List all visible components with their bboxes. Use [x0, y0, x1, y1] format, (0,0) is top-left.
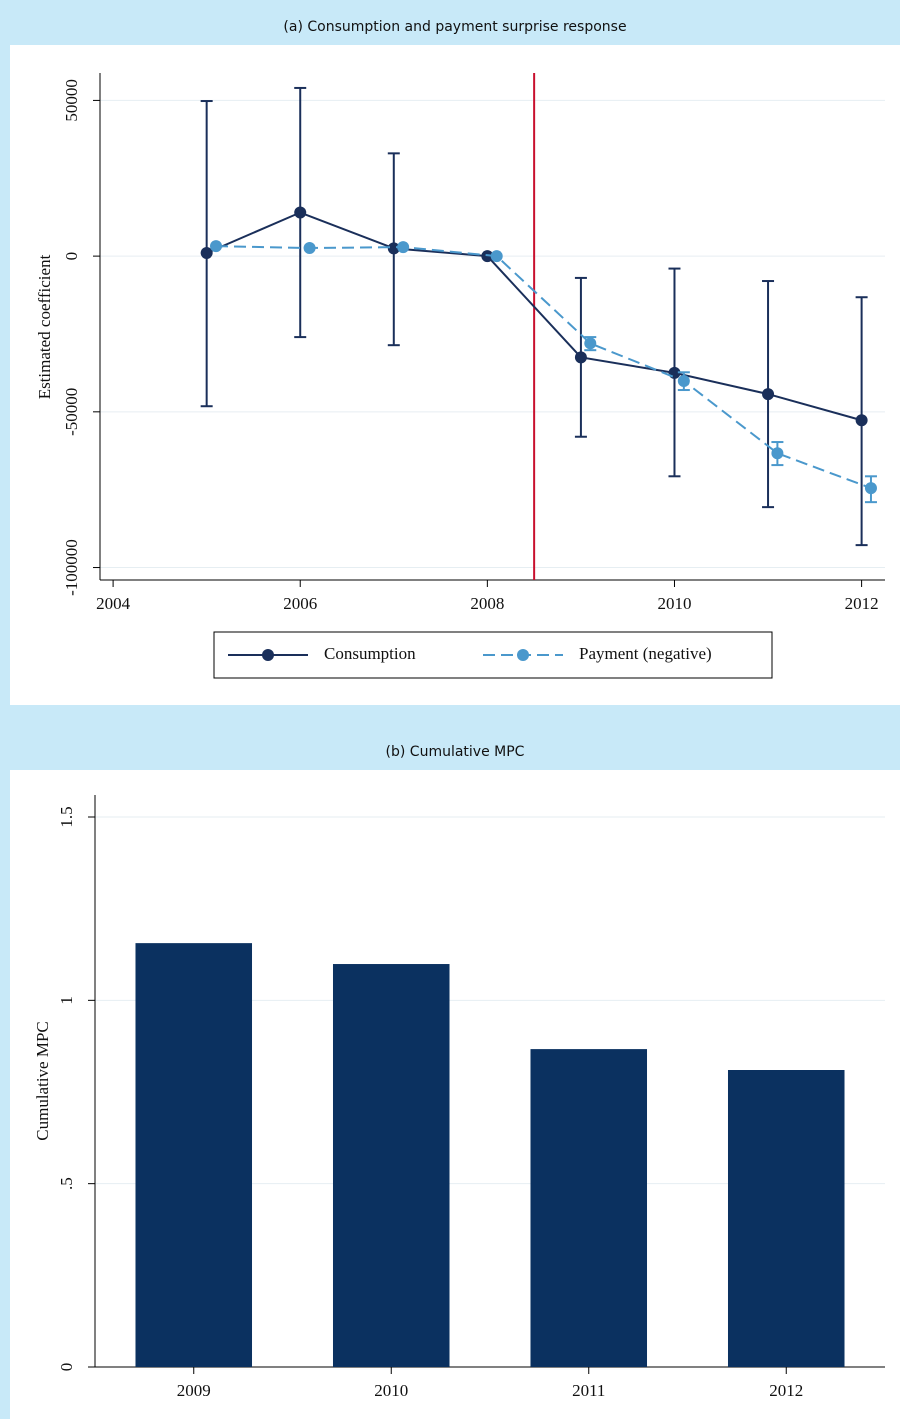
legend-label: Payment (negative) — [579, 644, 712, 663]
point — [387, 242, 400, 255]
y-tick-label: 1 — [57, 996, 76, 1005]
x-tick-label: 2006 — [283, 594, 317, 613]
bar — [332, 964, 450, 1367]
point — [200, 247, 213, 260]
point — [294, 206, 307, 219]
panel-a — [10, 45, 900, 705]
series-line — [215, 245, 872, 490]
point — [490, 250, 503, 263]
point — [771, 447, 784, 460]
chart-title: (a) Consumption and payment surprise res… — [283, 19, 626, 35]
x-tick-label: 2008 — [470, 594, 504, 613]
point — [210, 240, 223, 253]
y-tick-label: 1.5 — [57, 806, 76, 827]
x-tick-label: 2010 — [657, 594, 691, 613]
legend-marker — [517, 649, 529, 661]
y-tick-label: 50000 — [62, 79, 81, 122]
bar — [727, 1070, 845, 1367]
point — [855, 414, 868, 427]
y-tick-label: -100000 — [62, 539, 81, 596]
x-tick-label: 2011 — [572, 1381, 605, 1400]
y-axis-label: Cumulative MPC — [33, 1021, 52, 1140]
y-tick-label: -50000 — [62, 388, 81, 436]
point — [584, 337, 597, 350]
x-tick-label: 2009 — [177, 1381, 211, 1400]
x-tick-label: 2004 — [96, 594, 131, 613]
legend-marker — [262, 649, 274, 661]
y-tick-label: 0 — [62, 252, 81, 261]
y-axis-label: Estimated coefficient — [35, 254, 54, 399]
chart-title: (b) Cumulative MPC — [386, 744, 525, 760]
x-tick-label: 2010 — [374, 1381, 408, 1400]
point — [864, 482, 877, 495]
point — [303, 242, 316, 255]
point — [762, 388, 775, 401]
x-tick-label: 2012 — [845, 594, 879, 613]
point — [677, 374, 690, 387]
y-tick-label: .5 — [57, 1177, 76, 1190]
series-line — [206, 211, 862, 422]
point — [397, 241, 410, 254]
legend-label: Consumption — [324, 644, 416, 663]
point — [574, 351, 587, 364]
bar — [135, 943, 253, 1367]
x-tick-label: 2012 — [769, 1381, 803, 1400]
y-tick-label: 0 — [57, 1363, 76, 1372]
bar — [530, 1049, 648, 1367]
